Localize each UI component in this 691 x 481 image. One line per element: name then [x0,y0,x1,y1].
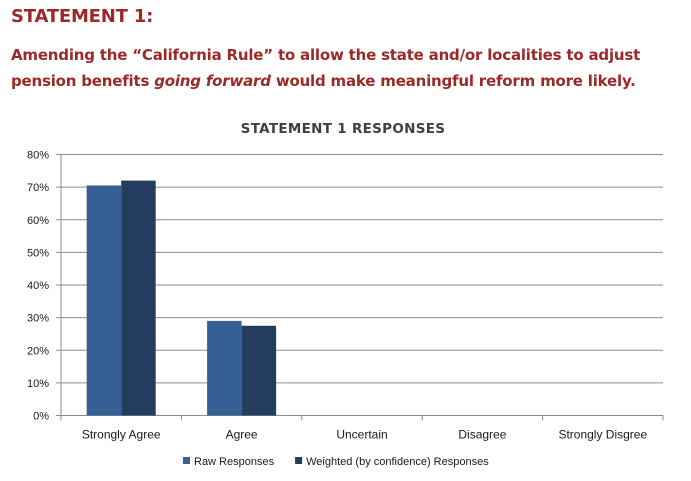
bar [241,325,277,416]
legend-label: Weighted (by confidence) Responses [306,456,489,468]
y-tick-label: 40% [27,280,49,292]
x-tick-label: Strongly Agree [82,428,161,442]
page-heading: STATEMENT 1: [11,6,154,27]
statement-text-start: Amending the “California Rule” to allow … [11,46,641,90]
bar [207,320,242,416]
bar [121,180,156,416]
chart-title: STATEMENT 1 RESPONSES [240,121,446,137]
y-tick-label: 50% [27,247,49,259]
x-tick-label: Disagree [458,428,506,442]
legend-swatch [295,457,303,464]
y-tick-label: 60% [27,215,49,227]
x-tick-label: Uncertain [336,428,387,442]
y-tick-label: 10% [27,378,49,390]
x-tick-label: Agree [226,428,258,442]
y-tick-label: 0% [33,411,49,423]
statement-text: Amending the “California Rule” to allow … [11,42,683,94]
bar [86,185,122,416]
y-tick-label: 30% [27,313,49,325]
x-tick-label: Strongly Disgree [558,428,647,442]
y-tick-label: 20% [27,345,49,357]
statement-emphasis: going forward [154,72,271,90]
y-tick-label: 70% [27,182,49,194]
legend-swatch [183,457,190,464]
statement-text-end: would make meaningful reform more likely… [270,72,636,90]
y-tick-label: 80% [27,150,49,162]
legend-label: Raw Responses [194,456,275,468]
